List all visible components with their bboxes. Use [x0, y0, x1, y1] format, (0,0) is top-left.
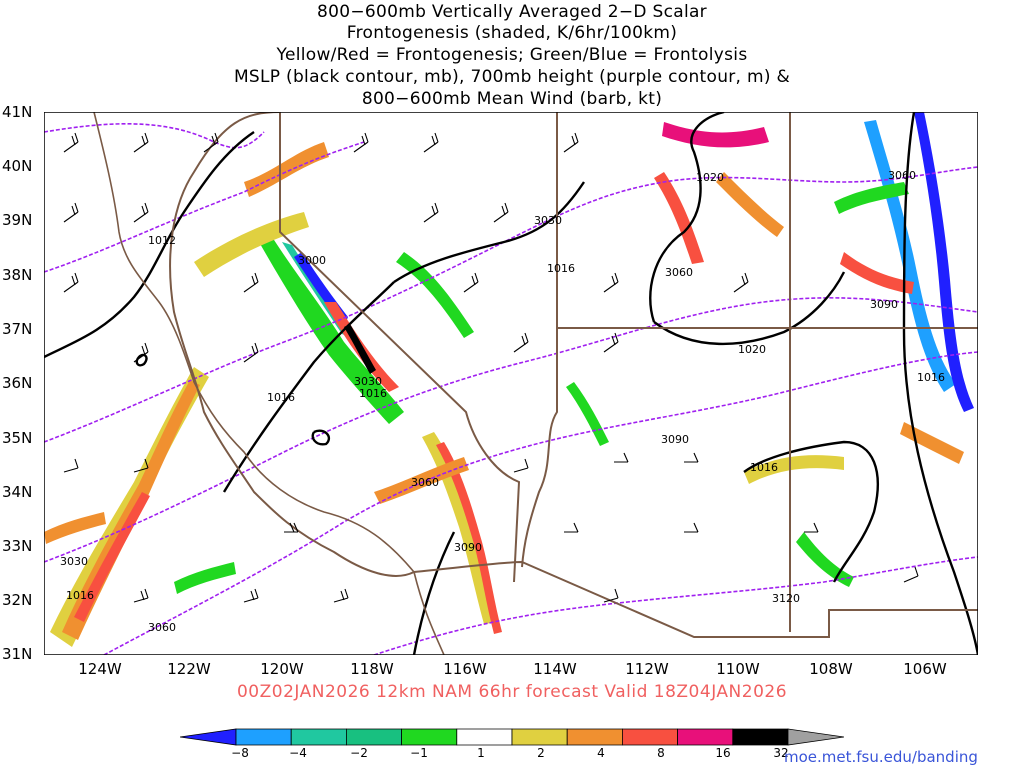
- colorbar-swatch: [235, 728, 292, 746]
- colorbar-swatch: [456, 728, 513, 746]
- lat-label-39n: 39N: [2, 211, 33, 229]
- lon-label-112w: 112W: [625, 660, 669, 678]
- lat-label-35n: 35N: [2, 429, 33, 447]
- mslp-label: 1016: [66, 589, 94, 602]
- coastline: [93, 112, 445, 655]
- lat-label-33n: 33N: [2, 537, 33, 555]
- colorbar-swatch: [621, 728, 679, 746]
- height-label: 3090: [870, 298, 898, 311]
- mslp-label: 1020: [696, 171, 724, 184]
- colorbar-label: −8: [231, 746, 249, 760]
- title-line-3: Yellow/Red = Frontogenesis; Green/Blue =…: [276, 45, 748, 65]
- wind-barbs: [63, 132, 919, 603]
- colorbar-swatch: [677, 728, 734, 746]
- colorbar-label: 2: [537, 746, 545, 760]
- height-label: 3060: [148, 621, 176, 634]
- height-label: 3090: [661, 433, 689, 446]
- height-label: 3000: [298, 254, 326, 267]
- lat-label-36n: 36N: [2, 374, 33, 392]
- forecast-valid-label: 00Z02JAN2026 12km NAM 66hr forecast Vali…: [236, 682, 788, 702]
- lon-label-118w: 118W: [350, 660, 394, 678]
- lon-label-110w: 110W: [716, 660, 760, 678]
- colorbar-swatch: [566, 728, 623, 746]
- frontogenesis-map: 1012 1016 1016 1016 1016 1016 1020 1020 …: [44, 112, 978, 655]
- mslp-label: 1016: [267, 391, 295, 404]
- height-label: 3120: [772, 592, 800, 605]
- lat-label-34n: 34N: [2, 483, 33, 501]
- lon-label-114w: 114W: [533, 660, 577, 678]
- colorbar-label: −1: [410, 746, 428, 760]
- colorbar-swatch: [180, 728, 237, 746]
- state-borders: [169, 112, 978, 638]
- colorbar-label: 8: [657, 746, 665, 760]
- colorbar: [180, 728, 844, 746]
- title-line-1: 800−600mb Vertically Averaged 2−D Scalar: [317, 2, 707, 22]
- mslp-label: 1016: [359, 387, 387, 400]
- colorbar-swatch: [511, 728, 568, 746]
- colorbar-swatch: [290, 728, 347, 746]
- lat-label-31n: 31N: [2, 645, 33, 663]
- colorbar-label: 4: [597, 746, 605, 760]
- lat-label-41n: 41N: [2, 103, 33, 121]
- title-line-2: Frontogenesis (shaded, K/6hr/100km): [346, 23, 678, 43]
- colorbar-label: 1: [477, 746, 485, 760]
- height-label: 3030: [354, 375, 382, 388]
- colorbar-label: −4: [289, 746, 307, 760]
- mslp-label: 1016: [750, 461, 778, 474]
- height-label: 3090: [454, 541, 482, 554]
- mslp-label: 1016: [547, 262, 575, 275]
- lat-label-32n: 32N: [2, 591, 33, 609]
- colorbar-swatch: [401, 728, 458, 746]
- mslp-label: 1012: [148, 234, 176, 247]
- height-label: 3060: [888, 169, 916, 182]
- colorbar-swatch: [732, 728, 789, 746]
- height-label: 3030: [60, 555, 88, 568]
- height-contours: [44, 123, 978, 655]
- frontogenesis-shading: [44, 112, 974, 647]
- lon-label-116w: 116W: [443, 660, 487, 678]
- lat-label-38n: 38N: [2, 266, 33, 284]
- mslp-label: 1020: [738, 343, 766, 356]
- title-line-4: MSLP (black contour, mb), 700mb height (…: [233, 67, 791, 87]
- lon-label-106w: 106W: [903, 660, 947, 678]
- mslp-contours: [44, 112, 978, 655]
- lon-label-120w: 120W: [260, 660, 304, 678]
- title-line-5: 800−600mb Mean Wind (barb, kt): [361, 89, 663, 109]
- colorbar-swatch: [345, 728, 403, 746]
- site-url: moe.met.fsu.edu/banding: [784, 748, 978, 766]
- colorbar-label: 32: [773, 746, 789, 760]
- height-label: 3060: [665, 266, 693, 279]
- colorbar-swatch: [787, 728, 844, 746]
- height-label: 3030: [534, 214, 562, 227]
- lat-label-40n: 40N: [2, 157, 33, 175]
- colorbar-label: −2: [350, 746, 368, 760]
- height-label: 3060: [411, 476, 439, 489]
- mslp-label: 1016: [917, 371, 945, 384]
- lon-label-122w: 122W: [167, 660, 211, 678]
- colorbar-label: 16: [715, 746, 731, 760]
- lat-label-37n: 37N: [2, 320, 33, 338]
- lon-label-124w: 124W: [78, 660, 122, 678]
- lon-label-108w: 108W: [809, 660, 853, 678]
- contour-labels: 1012 1016 1016 1016 1016 1016 1020 1020 …: [60, 169, 945, 634]
